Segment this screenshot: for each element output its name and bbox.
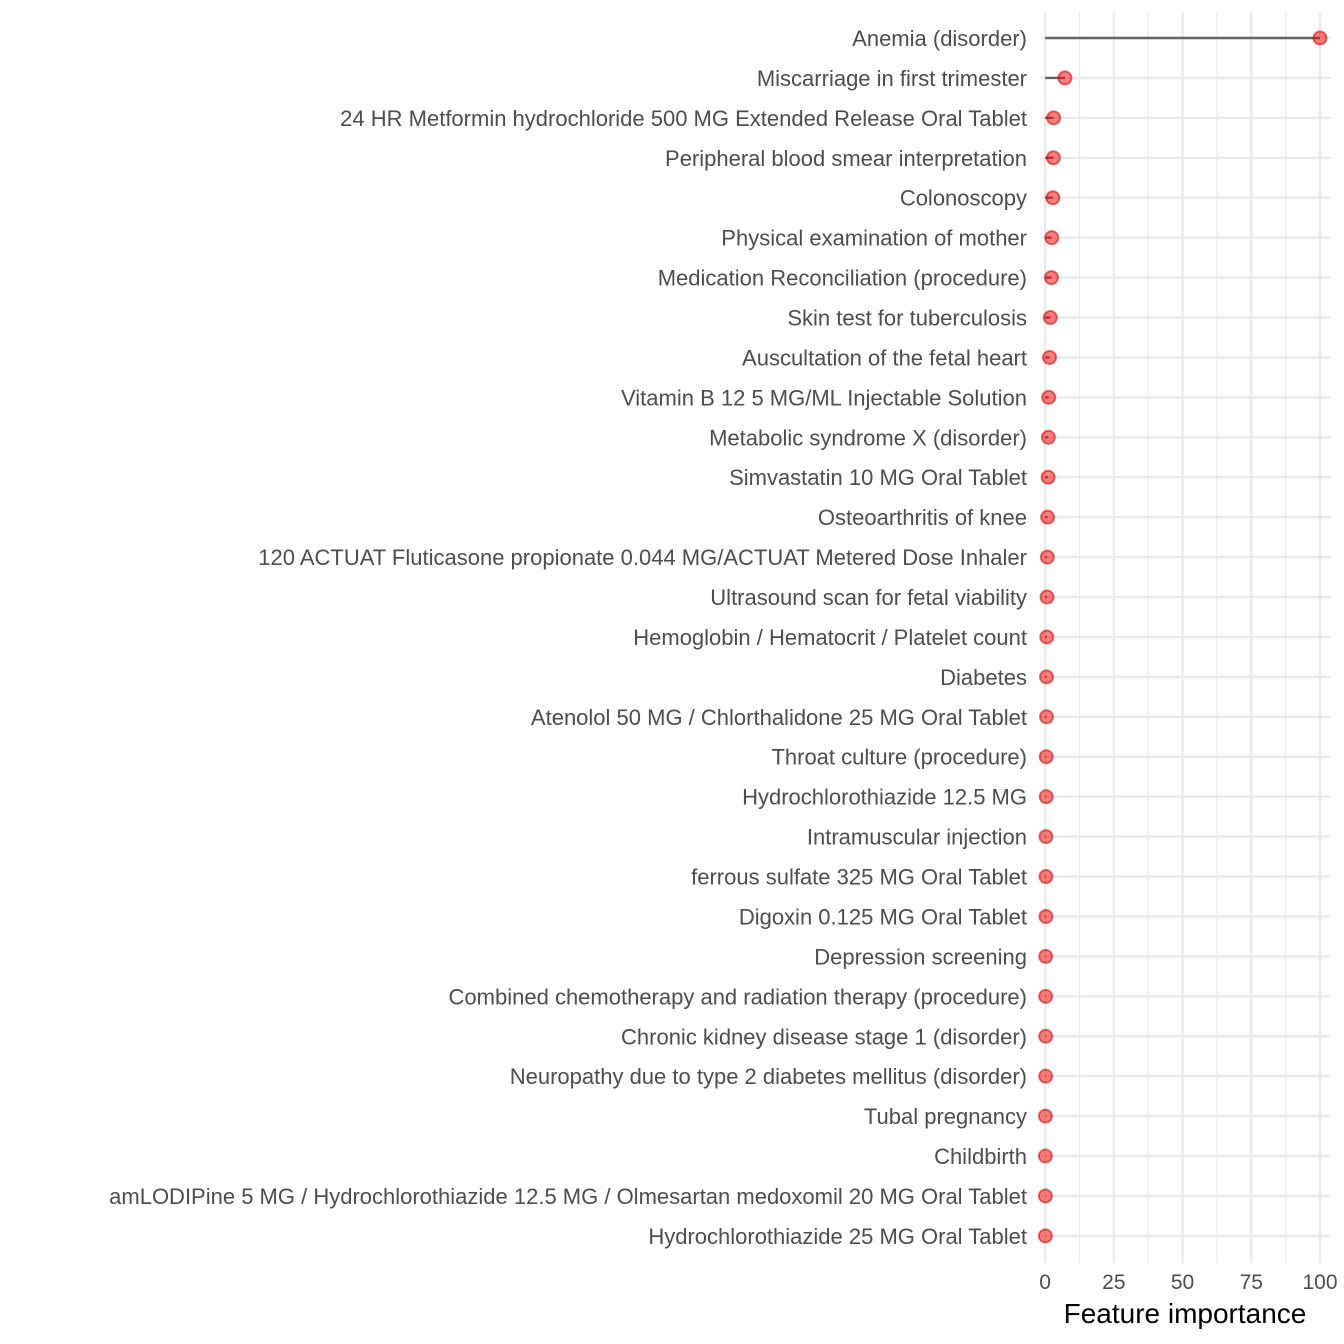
data-point [1038,789,1054,805]
data-point [1039,589,1055,605]
y-tick-label: Colonoscopy [900,186,1027,211]
y-tick-label: Neuropathy due to type 2 diabetes mellit… [510,1064,1027,1089]
data-point [1043,270,1059,286]
y-tick-label: 24 HR Metformin hydrochloride 500 MG Ext… [340,106,1027,131]
data-point [1038,908,1054,924]
y-tick-label: Ultrasound scan for fetal viability [710,585,1027,610]
y-tick-label: ferrous sulfate 325 MG Oral Tablet [691,865,1027,890]
y-tick-label: Digoxin 0.125 MG Oral Tablet [739,904,1027,929]
y-tick-label: Hemoglobin / Hematocrit / Platelet count [633,625,1027,650]
y-tick-label: Osteoarthritis of knee [818,505,1027,530]
y-tick-label: Vitamin B 12 5 MG/ML Injectable Solution [621,385,1027,410]
data-point [1057,70,1073,86]
y-tick-label: Hydrochlorothiazide 25 MG Oral Tablet [648,1224,1027,1249]
y-tick-label: Miscarriage in first trimester [757,66,1027,91]
y-tick-label: Chronic kidney disease stage 1 (disorder… [621,1024,1027,1049]
y-tick-label: Metabolic syndrome X (disorder) [709,425,1027,450]
y-tick-label: Throat culture (procedure) [771,745,1027,770]
data-point [1312,30,1328,46]
y-tick-label: Combined chemotherapy and radiation ther… [449,984,1027,1009]
data-point [1038,829,1054,845]
y-tick-label: Tubal pregnancy [864,1104,1027,1129]
data-point [1037,1148,1053,1164]
y-tick-label: Simvastatin 10 MG Oral Tablet [729,465,1027,490]
data-point [1040,469,1056,485]
data-point [1037,1228,1053,1244]
data-point [1042,349,1058,365]
y-tick-label: Atenolol 50 MG / Chlorthalidone 25 MG Or… [531,705,1027,730]
data-point [1046,110,1062,126]
data-point [1038,869,1054,885]
data-point [1040,429,1056,445]
y-tick-label: 120 ACTUAT Fluticasone propionate 0.044 … [258,545,1027,570]
x-tick-label: 25 [1102,1271,1125,1294]
data-point [1038,669,1054,685]
data-point [1045,150,1061,166]
y-tick-label: Skin test for tuberculosis [787,306,1027,331]
data-point [1037,1108,1053,1124]
data-point [1038,709,1054,725]
y-tick-label: amLODIPine 5 MG / Hydrochlorothiazide 12… [109,1184,1027,1209]
x-tick-label: 50 [1171,1271,1194,1294]
x-tick-label: 0 [1039,1271,1051,1294]
y-tick-label: Auscultation of the fetal heart [742,345,1027,370]
y-tick-label: Peripheral blood smear interpretation [665,146,1027,171]
x-tick-label: 75 [1240,1271,1263,1294]
data-point [1044,230,1060,246]
data-point [1040,509,1056,525]
data-point [1042,310,1058,326]
x-axis-tick-labels: 0 25 50 75 100 [1039,1271,1337,1294]
data-point [1038,948,1054,964]
y-tick-label: Hydrochlorothiazide 12.5 MG [742,785,1027,810]
data-point [1039,549,1055,565]
data-point [1037,1188,1053,1204]
y-tick-label: Physical examination of mother [721,226,1027,251]
x-tick-label: 100 [1302,1271,1337,1294]
data-point [1041,389,1057,405]
grid-layer [1041,12,1331,1263]
x-axis-title: Feature importance [1064,1298,1307,1329]
data-point [1045,190,1061,206]
data-point [1038,988,1054,1004]
y-tick-label: Childbirth [934,1144,1027,1169]
y-axis-labels: Anemia (disorder) Miscarriage in first tr… [109,26,1027,1249]
data-point [1038,749,1054,765]
data-point [1038,1028,1054,1044]
data-point [1038,1068,1054,1084]
y-tick-label: Anemia (disorder) [852,26,1027,51]
data-point [1039,629,1055,645]
y-tick-label: Depression screening [814,944,1027,969]
y-tick-label: Diabetes [940,665,1027,690]
y-tick-label: Intramuscular injection [807,825,1027,850]
y-tick-label: Medication Reconciliation (procedure) [658,266,1027,291]
points-layer [1037,30,1328,1244]
